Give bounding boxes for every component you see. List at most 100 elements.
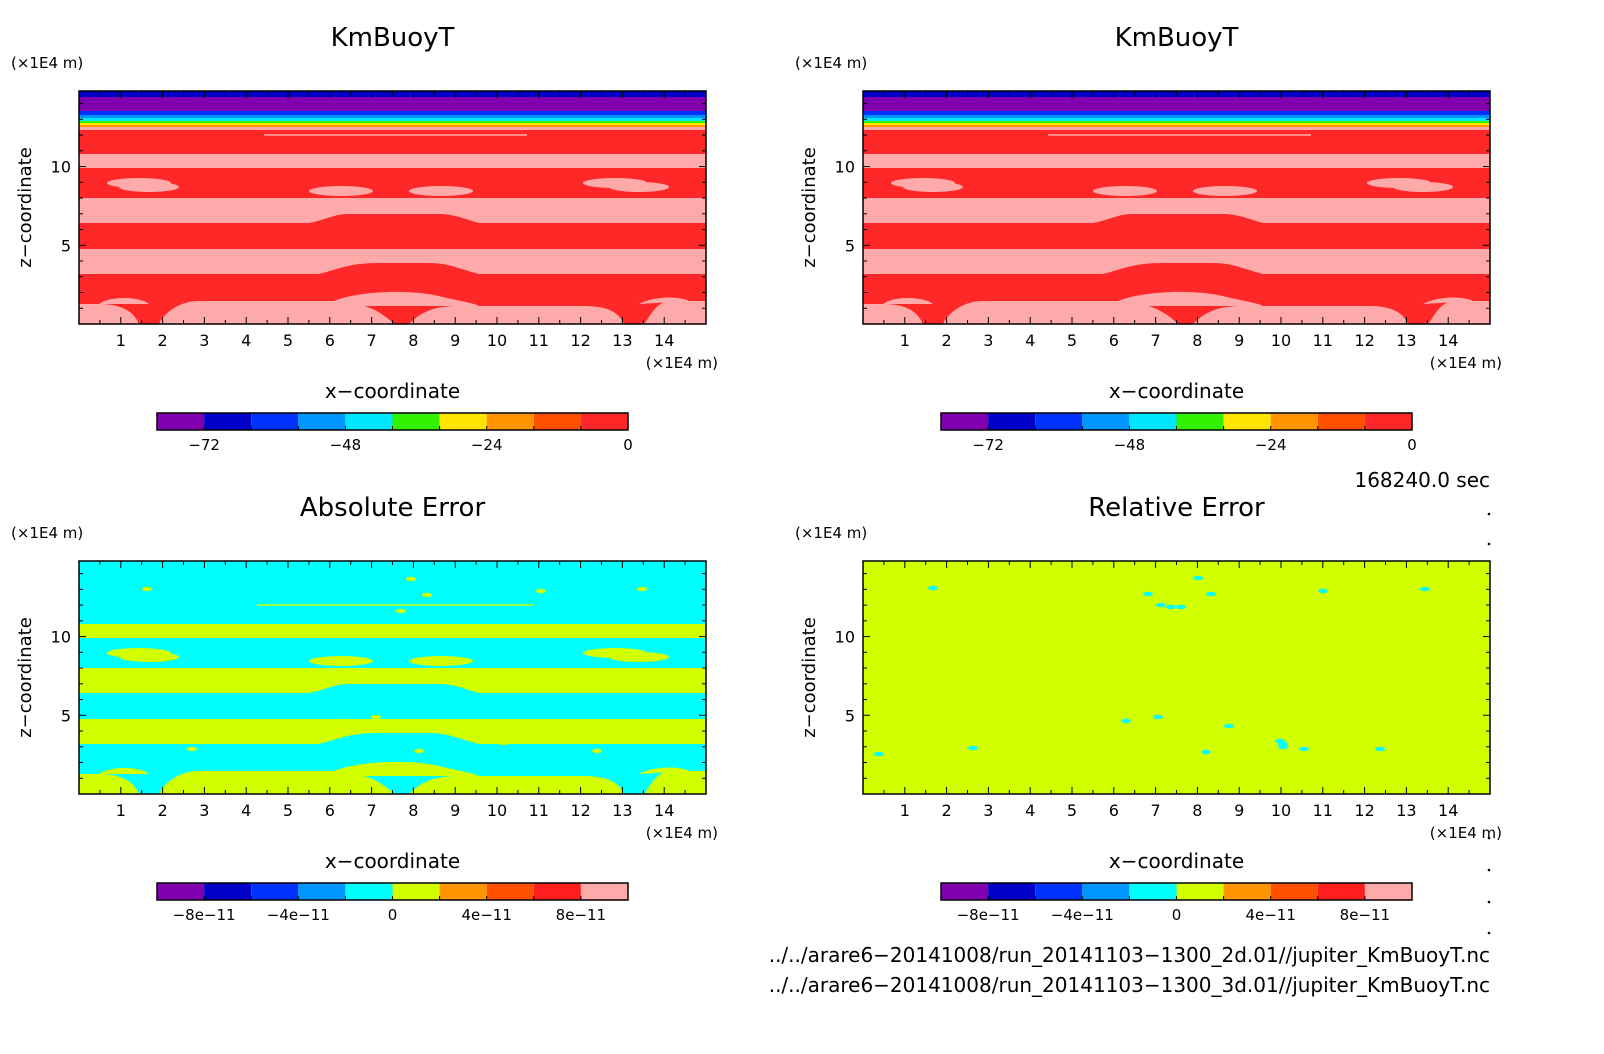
colorbar-swatch [345,883,393,900]
x-tick-label: 11 [1313,801,1333,820]
colorbar-swatch [533,883,581,900]
x-tick-label: 5 [283,331,293,350]
x-tick-label: 1 [116,331,126,350]
x-tick-label: 13 [612,331,632,350]
field-spot [442,724,452,730]
field-band [609,652,669,662]
x-tick-label: 8 [408,331,418,350]
field-spot [422,592,432,598]
colorbar-swatch [486,883,534,900]
y-axis-title: z−coordinate [799,147,820,268]
field-top-layer [79,123,706,125]
colorbar-label: −24 [471,436,503,454]
colorbar-label: −8e−11 [173,906,236,924]
field-band [1093,186,1157,196]
colorbar-label: 8e−11 [556,906,606,924]
field-spot [499,740,509,746]
colorbar-swatch [1129,883,1177,900]
x-tick-label: 7 [1151,331,1161,350]
x-tick-label: 2 [158,331,168,350]
x-tick-label: 3 [983,331,993,350]
field-spot [1156,602,1166,608]
field-top-layer [863,118,1490,121]
x-tick-label: 4 [1025,801,1035,820]
x-tick-label: 9 [1234,331,1244,350]
x-tick-label: 14 [1438,331,1458,350]
field-spot [371,714,381,720]
colorbar: −72 −48 −24 0 [156,412,633,454]
x-tick-label: 6 [325,801,335,820]
x-tick-label: 5 [1067,801,1077,820]
colorbar-swatch [298,883,346,900]
field-spot [1153,714,1163,720]
field-spot [1224,723,1234,729]
colorbar-swatch [988,883,1036,900]
colorbar-swatch [941,883,989,900]
x-tick-label: 14 [1438,801,1458,820]
x-tick-label: 13 [612,801,632,820]
field-band [609,182,669,192]
colorbar-label: 4e−11 [461,906,511,924]
z-tick-label: 5 [61,236,71,255]
colorbar: −72 −48 −24 0 [940,412,1417,454]
x-tick-label: 8 [408,801,418,820]
x-tick-label: 5 [1067,331,1077,350]
z-tick-label: 10 [51,158,71,177]
field-spot [187,746,197,752]
colorbar-swatch [439,883,487,900]
colorbar-swatch [1364,413,1412,430]
field-top-layer [79,121,706,123]
colorbar-swatch [392,413,440,430]
colorbar-swatch [1317,413,1365,430]
colorbar-label: −4e−11 [267,906,330,924]
panel-title: Relative Error [1088,493,1265,523]
field-top-layer [79,118,706,121]
x-tick-label: 4 [241,801,251,820]
field-band [903,182,963,192]
x-axis-title: x−coordinate [325,849,460,873]
marker-dot [1487,868,1491,872]
x-tick-label: 6 [325,331,335,350]
x-tick-label: 7 [367,331,377,350]
x-tick-label: 1 [900,331,910,350]
field-spot [1278,744,1288,750]
field-band [79,214,706,249]
field-band [1423,297,1473,304]
field-spot [1121,718,1131,724]
field-band [79,684,706,719]
y-axis-title: z−coordinate [799,617,820,738]
field-band [79,130,706,154]
field-band [409,186,473,196]
x-unit-label: (×1E4 m) [646,824,718,842]
x-tick-label: 12 [570,331,590,350]
field-top-layer [863,97,1490,111]
colorbar-swatch [251,413,299,430]
field-top-layer [79,97,706,111]
field-spot [1193,575,1203,581]
field-top-layer [79,111,706,115]
panel-title: KmBuoyT [331,23,455,53]
field-spot [1143,591,1153,597]
x-unit-label: (×1E4 m) [1430,824,1502,842]
colorbar-swatch [941,413,989,430]
field-band [119,652,179,662]
field-spot [536,588,546,594]
field-spot [637,586,647,592]
x-axis-title: x−coordinate [1109,849,1244,873]
field-band [329,291,479,306]
colorbar-swatch [204,883,252,900]
x-tick-label: 5 [283,801,293,820]
marker-dot [1487,512,1491,516]
x-unit-label: (×1E4 m) [1430,354,1502,372]
y-axis-title: z−coordinate [15,147,36,268]
x-tick-label: 3 [199,801,209,820]
field-band [1113,291,1263,306]
x-tick-label: 10 [487,331,507,350]
x-tick-label: 12 [1354,801,1374,820]
colorbar-label: −4e−11 [1051,906,1114,924]
